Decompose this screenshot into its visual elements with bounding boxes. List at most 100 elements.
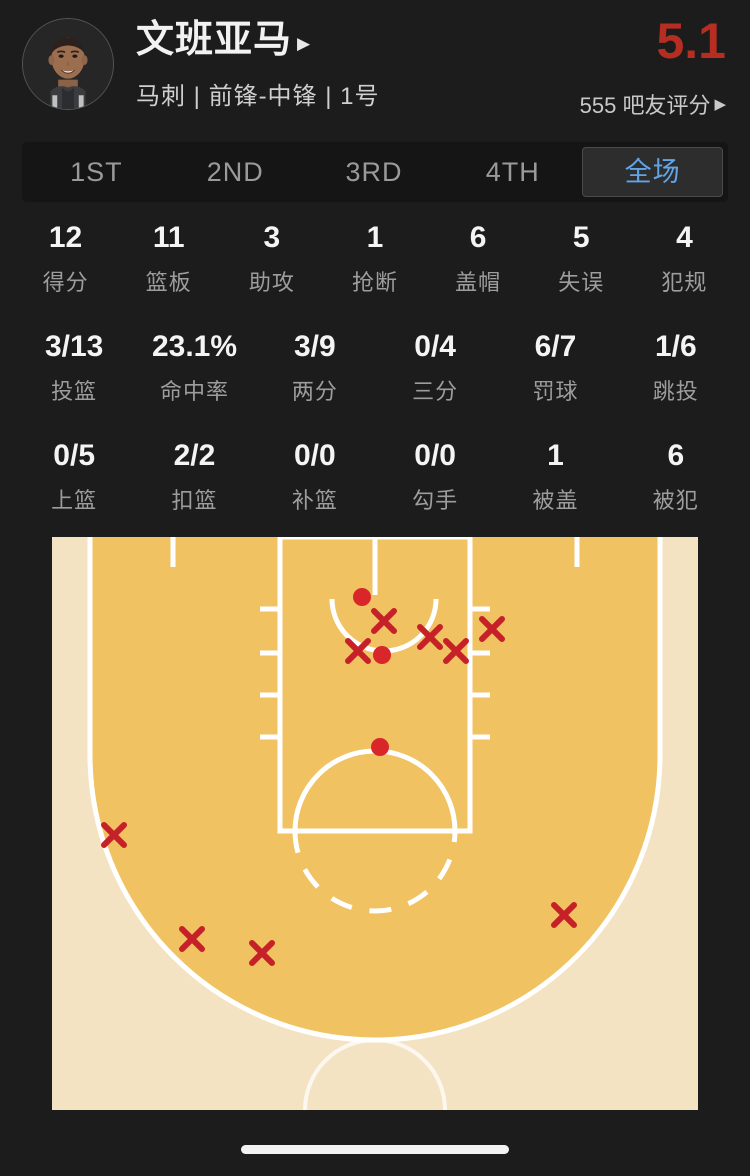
stat-label: 犯规 xyxy=(661,270,708,295)
shot-marker-missed[interactable] xyxy=(443,638,469,664)
stat-value: 3/9 xyxy=(293,330,336,363)
avatar[interactable] xyxy=(22,18,114,110)
stat-label: 三分 xyxy=(412,379,459,404)
stat-blocks: 6 盖帽 xyxy=(427,220,530,297)
stat-field-goals: 3/13 投篮 xyxy=(14,329,134,406)
stat-value: 0/4 xyxy=(414,330,456,363)
shot-marker-made[interactable] xyxy=(371,738,389,756)
stat-label: 盖帽 xyxy=(455,270,502,295)
court-three-point-area xyxy=(90,537,660,1040)
rating-caption: 555 吧友评分 xyxy=(579,93,711,118)
stat-value: 6 xyxy=(469,221,487,254)
shot-marker-missed[interactable] xyxy=(371,608,397,634)
stat-value: 3 xyxy=(263,221,281,254)
chevron-right-icon[interactable]: ▶ xyxy=(297,33,311,53)
stat-assists: 3 助攻 xyxy=(220,220,323,297)
stats-panel: 12 得分 11 篮板 3 助攻 1 抢断 6 盖帽 5 失误 4 犯规 3/ xyxy=(0,220,750,515)
avatar-image xyxy=(23,19,113,109)
stat-label: 补篮 xyxy=(291,488,338,513)
shot-markers xyxy=(101,588,577,966)
stat-value: 12 xyxy=(48,221,83,254)
tab-full-game[interactable]: 全场 xyxy=(582,147,723,197)
stats-row-basic: 12 得分 11 篮板 3 助攻 1 抢断 6 盖帽 5 失误 4 犯规 xyxy=(14,220,736,297)
shot-chart[interactable] xyxy=(52,537,698,1110)
stat-label: 助攻 xyxy=(248,270,295,295)
stat-layups: 0/5 上篮 xyxy=(14,438,134,515)
shot-marker-made[interactable] xyxy=(353,588,371,606)
stat-fg-percent: 23.1% 命中率 xyxy=(134,329,254,406)
shot-marker-missed[interactable] xyxy=(551,902,577,928)
stat-label: 抢断 xyxy=(351,270,398,295)
tab-1st[interactable]: 1ST xyxy=(70,157,123,187)
stat-dunks: 2/2 扣篮 xyxy=(134,438,254,515)
stat-value: 11 xyxy=(152,221,185,254)
stat-label: 上篮 xyxy=(51,488,98,513)
player-name-row[interactable]: 文班亚马 ▶ xyxy=(136,19,728,62)
center-circle xyxy=(303,1038,447,1110)
stat-label: 扣篮 xyxy=(171,488,218,513)
stat-steals: 1 抢断 xyxy=(323,220,426,297)
stat-jump-shots: 1/6 跳投 xyxy=(616,329,736,406)
stat-shots-blocked: 1 被盖 xyxy=(495,438,615,515)
stat-value: 1/6 xyxy=(654,330,697,363)
paint-key xyxy=(277,537,473,834)
stat-putbacks: 0/0 补篮 xyxy=(255,438,375,515)
stats-row-shooting: 3/13 投篮 23.1% 命中率 3/9 两分 0/4 三分 6/7 罚球 1… xyxy=(14,329,736,406)
stat-value: 3/13 xyxy=(44,330,104,363)
period-tabs: 1ST 2ND 3RD 4TH 全场 xyxy=(22,142,728,202)
home-indicator[interactable] xyxy=(241,1145,509,1154)
stat-label: 得分 xyxy=(42,270,89,295)
stat-value: 1 xyxy=(547,439,564,472)
player-meta: 马刺 | 前锋-中锋 | 1号 xyxy=(136,82,380,110)
stat-value: 6/7 xyxy=(534,330,577,363)
stat-fouls: 4 犯规 xyxy=(633,220,736,297)
stat-value: 1 xyxy=(366,221,384,254)
shot-marker-missed[interactable] xyxy=(479,616,505,642)
stat-turnovers: 5 失误 xyxy=(530,220,633,297)
stat-label: 两分 xyxy=(291,379,338,404)
stat-value: 23.1% xyxy=(151,330,238,363)
court-diagram xyxy=(52,537,698,1110)
shot-marker-missed[interactable] xyxy=(345,638,371,664)
stat-three-pointers: 0/4 三分 xyxy=(375,329,495,406)
stat-points: 12 得分 xyxy=(14,220,117,297)
shot-marker-missed[interactable] xyxy=(179,926,205,952)
tab-3rd[interactable]: 3RD xyxy=(345,157,403,187)
stat-label: 投篮 xyxy=(51,379,98,404)
stat-rebounds: 11 篮板 xyxy=(117,220,220,297)
shot-marker-missed[interactable] xyxy=(417,624,443,650)
stat-label: 命中率 xyxy=(159,379,229,404)
player-identity: 文班亚马 ▶ 马刺 | 前锋-中锋 | 1号 xyxy=(136,14,728,111)
stat-label: 被盖 xyxy=(532,488,579,513)
rating-block: 5.1 555 吧友评分 ▶ xyxy=(580,16,726,120)
shot-marker-made[interactable] xyxy=(373,646,391,664)
tab-4th[interactable]: 4TH xyxy=(485,157,540,187)
stat-value: 2/2 xyxy=(173,439,216,472)
stat-value: 4 xyxy=(676,221,693,254)
stat-label: 罚球 xyxy=(532,379,579,404)
stat-label: 被犯 xyxy=(652,488,699,513)
shot-marker-missed[interactable] xyxy=(101,822,127,848)
rating-caption-row[interactable]: 555 吧友评分 ▶ xyxy=(580,88,726,120)
tab-2nd[interactable]: 2ND xyxy=(206,157,264,187)
lane-hash-marks xyxy=(260,606,490,740)
stat-value: 6 xyxy=(667,439,685,472)
stat-value: 0/5 xyxy=(53,439,96,472)
stats-row-shot-types: 0/5 上篮 2/2 扣篮 0/0 补篮 0/0 勾手 1 被盖 6 被犯 xyxy=(14,438,736,515)
shot-marker-missed[interactable] xyxy=(249,940,275,966)
page-title: 文班亚马 xyxy=(136,19,293,61)
chevron-right-icon: ▶ xyxy=(714,96,726,113)
stat-label: 勾手 xyxy=(412,488,459,513)
stat-free-throws: 6/7 罚球 xyxy=(495,329,615,406)
player-header: 文班亚马 ▶ 马刺 | 前锋-中锋 | 1号 5.1 555 吧友评分 ▶ xyxy=(0,0,750,130)
baseline-hash-marks xyxy=(170,537,580,567)
stat-fouls-drawn: 6 被犯 xyxy=(616,438,736,515)
stat-value: 0/0 xyxy=(293,439,336,472)
stat-value: 0/0 xyxy=(414,439,456,472)
rating-value: 5.1 xyxy=(656,13,726,69)
stat-label: 跳投 xyxy=(652,379,699,404)
free-throw-circle-dashed xyxy=(292,830,458,914)
stat-value: 5 xyxy=(572,221,590,254)
stat-label: 失误 xyxy=(558,270,605,295)
stat-label: 篮板 xyxy=(145,270,192,295)
